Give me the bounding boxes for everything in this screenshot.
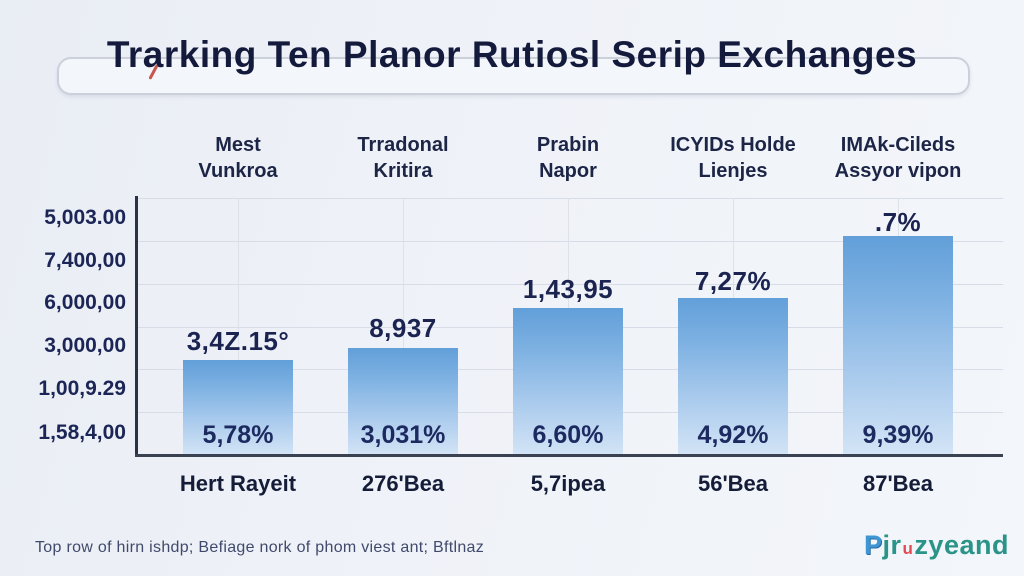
bar-bottom-percent: 3,031% <box>360 421 446 449</box>
bar-value-label: 8,937 <box>369 313 437 343</box>
bar-bottom-percent: 5,78% <box>202 421 274 449</box>
title-pill <box>57 57 970 95</box>
x-axis-label: 56'Bea <box>697 471 769 496</box>
y-tick-label: 7,400,00 <box>44 249 126 272</box>
y-tick-label: 6,000,00 <box>44 291 126 314</box>
column-header-line1: ICYIDs Holde <box>670 134 796 156</box>
x-axis-label: 276'Bea <box>361 471 445 496</box>
column-header-line1: Mest <box>215 134 261 156</box>
gridline <box>137 241 1003 242</box>
column-header-line1: Trradonal <box>357 134 449 156</box>
gridline <box>137 198 1003 199</box>
x-axis-line <box>135 454 1003 457</box>
column-header-line2: Vunkroa <box>198 160 278 182</box>
logo-text-part2: zyeand <box>914 530 1009 560</box>
bar-value-label: 1,43,95 <box>522 274 614 304</box>
column-header-3: Prabin Napor <box>468 132 668 184</box>
column-header-4: ICYIDs Holde Lienjes <box>633 132 833 184</box>
column-header-line1: IMAk-Cileds <box>840 134 956 156</box>
column-header-line2: Napor <box>539 160 597 182</box>
bar-value-label: 3,4Z.15° <box>186 326 290 356</box>
gridline <box>137 284 1003 285</box>
gridline <box>403 198 404 455</box>
y-axis-line <box>135 196 138 457</box>
column-header-line1: Prabin <box>536 134 600 156</box>
bar-3: 6,60% <box>513 308 623 455</box>
bar-bottom-percent: 4,92% <box>697 421 769 449</box>
column-header-line2: Lienjes <box>698 160 768 182</box>
column-header-2: Trradonal Kritira <box>303 132 503 184</box>
bar-value-label: 7,27% <box>694 266 772 296</box>
x-axis-label: 87'Bea <box>862 471 934 496</box>
column-header-1: Mest Vunkroa <box>138 132 338 184</box>
column-header-5: IMAk-Cileds Assyor vipon <box>798 132 998 184</box>
x-axis-label: Hert Rayeit <box>179 471 297 496</box>
logo-red-accent: u <box>902 539 914 558</box>
y-tick-label: 1,58,4,00 <box>38 421 126 444</box>
logo-letter-p: P <box>864 530 883 560</box>
bar-4: 4,92% <box>678 298 788 455</box>
y-tick-label: 5,003.00 <box>44 206 126 229</box>
column-header-line2: Kritira <box>373 160 433 182</box>
brand-logo: Pjruzyeand <box>864 530 1009 561</box>
gridline <box>238 198 239 455</box>
page-title: Trarking Ten Planor Rutiosl Serip Exchan… <box>106 34 918 75</box>
bar-bottom-percent: 9,39% <box>862 421 934 449</box>
footer-note: Top row of hirn ishdp; Befiage nork of p… <box>35 539 485 556</box>
column-header-line2: Assyor vipon <box>834 160 962 182</box>
x-axis-label: 5,7ipea <box>530 471 606 496</box>
bar-value-label: .7% <box>874 207 922 237</box>
bar-5: 9,39% <box>843 236 953 455</box>
bar-1: 5,78% <box>183 360 293 455</box>
y-tick-label: 3,000,00 <box>44 334 126 357</box>
bar-2: 3,031% <box>348 348 458 455</box>
logo-text-part1: jr <box>882 530 902 560</box>
bar-bottom-percent: 6,60% <box>532 421 604 449</box>
y-tick-label: 1,00,9.29 <box>38 377 126 400</box>
